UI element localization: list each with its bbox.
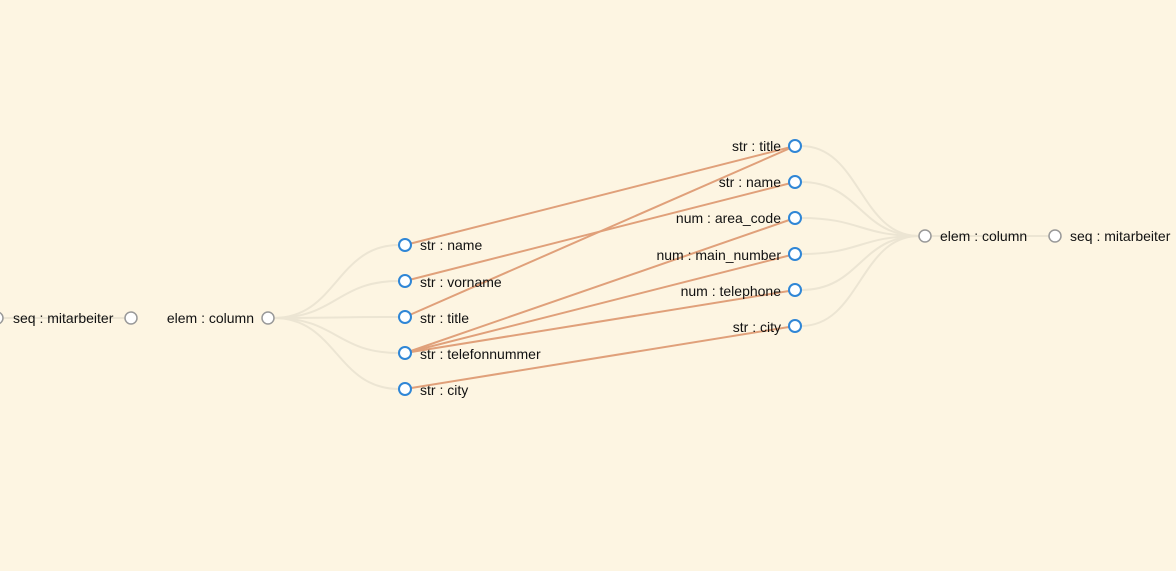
target-field-main-number-label: num : main_number — [656, 247, 781, 263]
source-field-name-circle[interactable] — [398, 238, 412, 252]
target-column-label: elem : column — [940, 228, 1027, 244]
target-field-city[interactable]: str : city — [733, 319, 802, 335]
mapping-links — [404, 145, 796, 390]
mapping-link[interactable] — [404, 145, 796, 246]
source-field-name[interactable]: str : name — [398, 237, 482, 253]
tree-link — [800, 181, 920, 237]
target-field-name-label: str : name — [719, 174, 781, 190]
source-root-right-circle[interactable] — [124, 311, 138, 325]
target-root-circle[interactable] — [1048, 229, 1062, 243]
source-field-telefonnummer-label: str : telefonnummer — [420, 346, 541, 362]
tree-link — [273, 317, 400, 390]
target-field-telephone-label: num : telephone — [681, 283, 782, 299]
tree-link — [800, 235, 920, 291]
target-field-title-label: str : title — [732, 138, 781, 154]
source-root-circle[interactable] — [0, 311, 4, 325]
tree-link — [800, 145, 920, 237]
target-field-telephone-circle[interactable] — [788, 283, 802, 297]
tree-link — [800, 235, 920, 327]
source-column-circle[interactable] — [261, 311, 275, 325]
target-column-node[interactable]: elem : column — [918, 228, 1027, 244]
mapping-link[interactable] — [404, 253, 796, 354]
source-field-city-circle[interactable] — [398, 382, 412, 396]
target-field-title-circle[interactable] — [788, 139, 802, 153]
source-column-node[interactable]: elem : column — [167, 310, 275, 326]
source-column-label: elem : column — [167, 310, 254, 326]
source-field-telefonnummer[interactable]: str : telefonnummer — [398, 346, 541, 362]
source-root-right-node[interactable] — [124, 311, 138, 325]
target-field-title[interactable]: str : title — [732, 138, 802, 154]
tree-links — [3, 145, 1049, 390]
tree-link — [273, 244, 400, 319]
target-column-circle[interactable] — [918, 229, 932, 243]
target-field-main-number-circle[interactable] — [788, 247, 802, 261]
target-root-label: seq : mitarbeiter — [1070, 228, 1171, 244]
target-field-area-code-circle[interactable] — [788, 211, 802, 225]
source-field-name-label: str : name — [420, 237, 482, 253]
tree-link — [273, 280, 400, 319]
mapping-link[interactable] — [404, 217, 796, 354]
mapping-link[interactable] — [404, 145, 796, 318]
source-field-vorname-label: str : vorname — [420, 274, 502, 290]
source-field-city[interactable]: str : city — [398, 382, 468, 398]
tree-link — [273, 316, 400, 319]
tree-link — [800, 217, 920, 237]
target-field-area-code-label: num : area_code — [676, 210, 781, 226]
target-field-name[interactable]: str : name — [719, 174, 802, 190]
source-field-vorname-circle[interactable] — [398, 274, 412, 288]
target-field-telephone[interactable]: num : telephone — [681, 283, 802, 299]
target-field-city-label: str : city — [733, 319, 781, 335]
target-field-name-circle[interactable] — [788, 175, 802, 189]
target-root-node[interactable]: seq : mitarbeiter — [1048, 228, 1171, 244]
source-field-title-label: str : title — [420, 310, 469, 326]
source-field-title[interactable]: str : title — [398, 310, 469, 326]
source-field-telefonnummer-circle[interactable] — [398, 346, 412, 360]
target-field-area-code[interactable]: num : area_code — [676, 210, 802, 226]
source-field-title-circle[interactable] — [398, 310, 412, 324]
source-root-node[interactable]: seq : mitarbeiter — [0, 310, 114, 326]
target-field-main-number[interactable]: num : main_number — [656, 247, 802, 263]
target-field-city-circle[interactable] — [788, 319, 802, 333]
source-field-city-label: str : city — [420, 382, 468, 398]
tree-link — [800, 235, 920, 255]
mapping-link[interactable] — [404, 289, 796, 354]
source-field-vorname[interactable]: str : vorname — [398, 274, 502, 290]
mapping-link[interactable] — [404, 325, 796, 390]
source-root-label: seq : mitarbeiter — [13, 310, 114, 326]
tree-link — [273, 317, 400, 354]
